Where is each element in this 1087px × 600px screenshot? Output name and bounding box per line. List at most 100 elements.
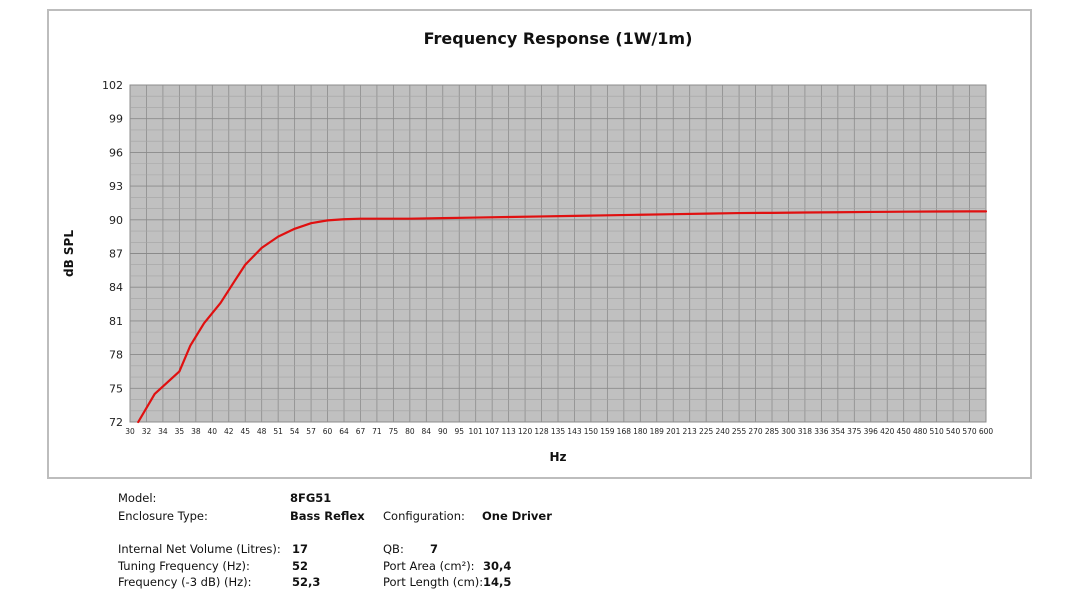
series-point (343, 219, 344, 220)
x-tick-label: 300 (781, 427, 796, 436)
x-tick-label: 71 (372, 427, 382, 436)
x-tick-label: 95 (454, 427, 464, 436)
series-point (804, 212, 805, 213)
y-tick-label: 90 (109, 214, 123, 227)
x-tick-label: 45 (240, 427, 250, 436)
series-point (393, 218, 394, 219)
series-point (360, 218, 361, 219)
series-point (574, 215, 575, 216)
y-tick-label: 99 (109, 113, 123, 126)
chart-frame: Frequency Response (1W/1m) 72 75 78 81 84 87 90… (47, 9, 1032, 479)
port-area-value: 30,4 (483, 559, 512, 573)
series-point (640, 214, 641, 215)
x-tick-label: 159 (600, 427, 615, 436)
x-tick-label: 354 (831, 427, 846, 436)
x-tick-label: 375 (847, 427, 862, 436)
f3-label: Frequency (-3 dB) (Hz): (118, 575, 252, 589)
x-tick-label: 420 (880, 427, 895, 436)
model-value: 8FG51 (290, 491, 332, 505)
series-point (442, 218, 443, 219)
x-tick-label: 450 (897, 427, 912, 436)
x-tick-label: 101 (469, 427, 484, 436)
y-axis-label: dB SPL (62, 230, 76, 277)
y-tick-label: 78 (109, 349, 123, 362)
x-tick-label: 168 (617, 427, 632, 436)
x-tick-label: 67 (356, 427, 366, 436)
x-tick-label: 255 (732, 427, 747, 436)
port-area-label: Port Area (cm²): (383, 559, 475, 573)
series-point (190, 345, 191, 346)
series-line-0 (137, 210, 988, 424)
x-tick-label: 30 (125, 427, 135, 436)
configuration-value: One Driver (482, 509, 552, 523)
qb-label: QB: (383, 542, 404, 556)
tuning-label: Tuning Frequency (Hz): (118, 559, 250, 573)
x-tick-label: 240 (715, 427, 730, 436)
series-point (261, 247, 262, 248)
series-point (220, 302, 221, 303)
qb-value: 7 (430, 542, 439, 556)
series-point (903, 211, 904, 212)
series-point (985, 211, 986, 212)
x-tick-label: 128 (534, 427, 549, 436)
series-point (673, 214, 674, 215)
series-point (409, 218, 410, 219)
x-tick-label: 48 (257, 427, 267, 436)
y-tick-label: 96 (109, 146, 123, 159)
series-point (179, 371, 180, 372)
x-tick-label: 84 (422, 427, 432, 436)
x-tick-label: 189 (650, 427, 665, 436)
x-axis-label: Hz (549, 450, 566, 464)
x-tick-label: 90 (438, 427, 448, 436)
x-tick-label: 510 (929, 427, 944, 436)
series-point (278, 236, 279, 237)
series-point (234, 281, 235, 282)
y-tick-label: 84 (109, 281, 123, 294)
series-point (294, 228, 295, 229)
enclosure-label: Enclosure Type: (118, 509, 208, 523)
series-point (327, 220, 328, 221)
x-tick-label: 600 (979, 427, 994, 436)
series-point (870, 211, 871, 212)
volume-value: 17 (292, 542, 309, 556)
x-tick-label: 540 (946, 427, 961, 436)
series-point (508, 216, 509, 217)
x-tick-label: 270 (748, 427, 763, 436)
series-point (541, 216, 542, 217)
x-tick-label: 570 (962, 427, 977, 436)
series-point (310, 223, 311, 224)
series-point (203, 323, 204, 324)
x-tick-label: 135 (551, 427, 566, 436)
frequency-response-chart: Frequency Response (1W/1m) 72 75 78 81 84 87 90… (62, 29, 994, 464)
x-tick-label: 75 (389, 427, 399, 436)
x-tick-label: 120 (518, 427, 533, 436)
chart-title: Frequency Response (1W/1m) (424, 29, 693, 48)
series-point (936, 211, 937, 212)
x-tick-label: 34 (158, 427, 168, 436)
x-tick-label: 107 (485, 427, 500, 436)
series-point (376, 218, 377, 219)
port-length-value: 14,5 (483, 575, 512, 589)
x-tick-label: 42 (224, 427, 234, 436)
series-point (154, 393, 155, 394)
x-tick-label: 80 (405, 427, 415, 436)
x-tick-label: 480 (913, 427, 928, 436)
y-tick-label: 75 (109, 382, 123, 395)
x-tick-label: 318 (798, 427, 813, 436)
x-tick-label: 213 (683, 427, 698, 436)
series-point (837, 212, 838, 213)
series-point (138, 421, 139, 422)
configuration-label: Configuration: (383, 509, 465, 523)
volume-label: Internal Net Volume (Litres): (118, 542, 281, 556)
x-tick-label: 54 (290, 427, 300, 436)
x-tick-label: 225 (699, 427, 714, 436)
x-tick-label: 60 (323, 427, 333, 436)
y-tick-label: 72 (109, 416, 123, 429)
x-tick-label: 113 (501, 427, 516, 436)
series-point (475, 217, 476, 218)
y-tick-label: 93 (109, 180, 123, 193)
x-tick-label: 64 (339, 427, 349, 436)
tuning-value: 52 (292, 559, 309, 573)
port-length-label: Port Length (cm): (383, 575, 484, 589)
x-tick-label: 32 (142, 427, 152, 436)
